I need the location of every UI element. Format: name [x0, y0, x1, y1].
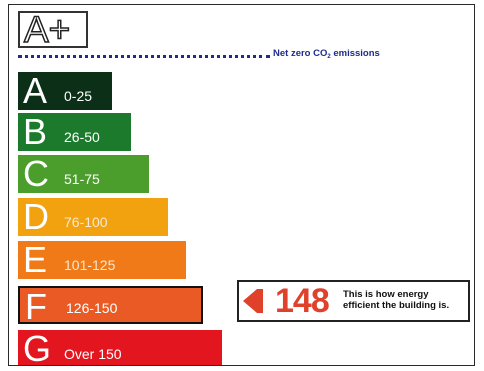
current-rating-value: 148: [275, 282, 330, 320]
current-rating-caption: This is how energy efficient the buildin…: [343, 289, 450, 311]
top-rating-label: A+: [23, 9, 71, 51]
band-letter: A: [23, 70, 48, 111]
band-range: 126-150: [66, 300, 118, 316]
band-letter: C: [23, 153, 49, 194]
energy-rating-chart: A+ Net zero CO2 emissions A 0-25 B 26-50…: [8, 4, 475, 366]
band-letter: D: [23, 196, 49, 237]
band-f-current: F 126-150: [18, 286, 203, 327]
band-a: A 0-25: [18, 70, 112, 111]
net-zero-dotted-line: [18, 55, 270, 58]
band-range: 0-25: [64, 88, 93, 104]
band-letter: E: [23, 239, 48, 280]
band-b: B 26-50: [18, 111, 131, 152]
band-range: 26-50: [64, 129, 100, 145]
band-range: 101-125: [64, 257, 116, 273]
band-e: E 101-125: [18, 239, 186, 280]
net-zero-label-subscript: 2: [327, 54, 331, 60]
band-c: C 51-75: [18, 153, 149, 194]
net-zero-label-tail: emissions: [330, 48, 380, 59]
band-range: 51-75: [64, 171, 100, 187]
band-letter: G: [23, 328, 52, 366]
current-rating-box: 148 This is how energy efficient the bui…: [237, 280, 470, 322]
band-d: D 76-100: [18, 196, 168, 237]
pointer-arrow-bar: [257, 289, 263, 313]
net-zero-label-main: Net zero CO: [273, 48, 328, 59]
net-zero-label: Net zero CO2 emissions: [273, 48, 380, 60]
band-range: Over 150: [64, 346, 122, 362]
band-g: G Over 150: [18, 328, 222, 366]
band-letter: B: [23, 111, 48, 152]
top-rating-box: A+: [18, 9, 88, 51]
band-letter: F: [25, 286, 47, 327]
pointer-arrow-icon: [243, 289, 257, 313]
band-range: 76-100: [64, 214, 108, 230]
